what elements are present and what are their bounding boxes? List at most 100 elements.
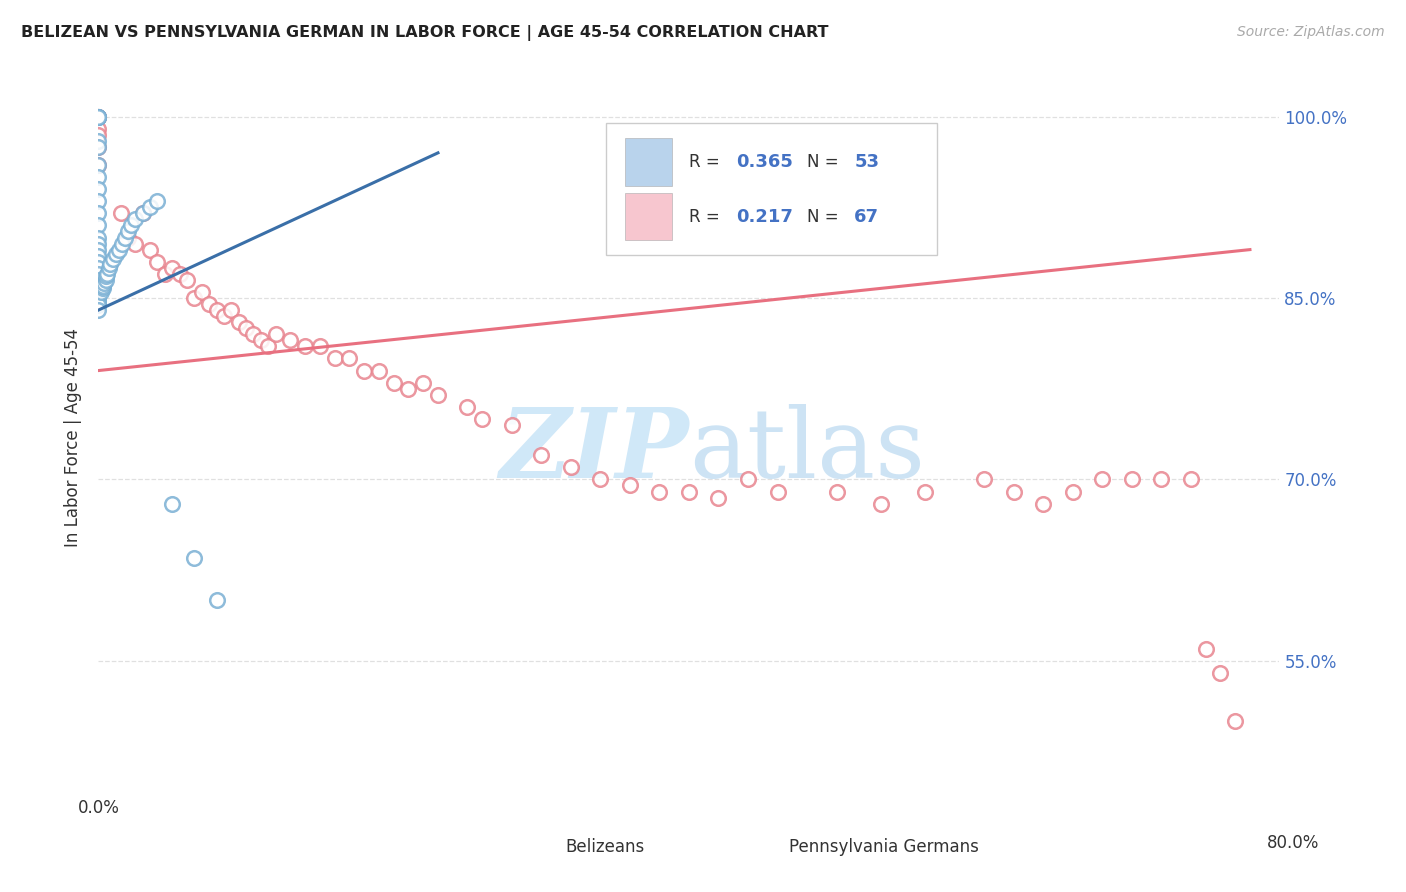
Point <box>707 491 730 505</box>
Point <box>98 257 121 271</box>
Point <box>87 169 110 184</box>
Point <box>353 363 375 377</box>
Point <box>737 472 759 486</box>
Point <box>87 293 110 308</box>
Point <box>87 110 110 124</box>
Point <box>87 254 110 268</box>
Point <box>264 327 287 342</box>
Point <box>87 158 110 172</box>
Point <box>146 254 169 268</box>
Point <box>242 327 264 342</box>
Point <box>457 400 479 414</box>
Point <box>1002 484 1025 499</box>
Point <box>382 376 405 390</box>
Point <box>120 219 142 233</box>
Point <box>97 260 120 275</box>
Point <box>309 339 332 353</box>
Point <box>221 303 243 318</box>
Point <box>124 212 146 227</box>
Point <box>870 497 893 511</box>
Point <box>162 497 183 511</box>
Text: atlas: atlas <box>689 404 925 499</box>
Point <box>87 279 110 293</box>
Point <box>87 110 110 124</box>
Point <box>94 273 117 287</box>
FancyBboxPatch shape <box>626 193 672 241</box>
Point <box>560 460 582 475</box>
FancyBboxPatch shape <box>730 831 773 868</box>
Point <box>96 267 118 281</box>
Point <box>124 236 146 251</box>
Point <box>87 291 110 305</box>
Point <box>87 182 110 196</box>
Point <box>169 267 191 281</box>
Point <box>1062 484 1084 499</box>
Point <box>530 448 553 462</box>
Point <box>87 273 110 287</box>
Text: Pennsylvania Germans: Pennsylvania Germans <box>789 838 979 856</box>
Point <box>87 194 110 209</box>
Point <box>91 279 114 293</box>
Point <box>766 484 789 499</box>
Point <box>1209 665 1232 680</box>
Point <box>87 110 110 124</box>
Point <box>1180 472 1202 486</box>
Point <box>87 295 110 310</box>
Point <box>87 121 110 136</box>
Point <box>87 110 110 124</box>
Point <box>87 206 110 220</box>
Point <box>1150 472 1173 486</box>
Point <box>87 243 110 257</box>
Point <box>183 551 205 566</box>
Point <box>619 478 641 492</box>
Point <box>235 321 257 335</box>
Point <box>87 286 110 301</box>
Point <box>471 412 494 426</box>
FancyBboxPatch shape <box>606 123 936 255</box>
Point <box>132 206 155 220</box>
Text: R =: R = <box>689 153 725 170</box>
Point <box>648 484 671 499</box>
Text: ZIP: ZIP <box>499 404 689 499</box>
Point <box>87 298 110 312</box>
Point <box>108 243 131 257</box>
Point <box>93 277 115 291</box>
Point <box>87 219 110 233</box>
Point <box>132 206 155 220</box>
Text: BELIZEAN VS PENNSYLVANIA GERMAN IN LABOR FORCE | AGE 45-54 CORRELATION CHART: BELIZEAN VS PENNSYLVANIA GERMAN IN LABOR… <box>21 25 828 41</box>
Text: R =: R = <box>689 208 725 226</box>
Point <box>87 158 110 172</box>
Point <box>323 351 346 366</box>
Point <box>87 134 110 148</box>
Point <box>87 267 110 281</box>
Point <box>339 351 361 366</box>
Point <box>250 334 273 348</box>
Point <box>412 376 434 390</box>
Point <box>191 285 214 299</box>
Y-axis label: In Labor Force | Age 45-54: In Labor Force | Age 45-54 <box>65 327 83 547</box>
Point <box>117 224 139 238</box>
Point <box>257 339 280 353</box>
Text: N =: N = <box>807 208 844 226</box>
Point <box>87 110 110 124</box>
Point <box>1091 472 1114 486</box>
Point <box>973 472 995 486</box>
Point <box>228 315 250 329</box>
Point <box>87 110 110 124</box>
FancyBboxPatch shape <box>626 137 672 186</box>
Point <box>91 281 114 295</box>
Point <box>1195 641 1218 656</box>
Point <box>87 230 110 244</box>
Point <box>87 140 110 154</box>
Point <box>1121 472 1143 486</box>
Point <box>1225 714 1247 729</box>
Point <box>117 230 139 244</box>
FancyBboxPatch shape <box>505 831 548 868</box>
Point <box>87 110 110 124</box>
Text: 0.365: 0.365 <box>737 153 793 170</box>
Text: 67: 67 <box>855 208 879 226</box>
Point <box>87 284 110 298</box>
Point <box>105 247 128 261</box>
Point <box>103 252 125 267</box>
Point <box>183 291 205 305</box>
